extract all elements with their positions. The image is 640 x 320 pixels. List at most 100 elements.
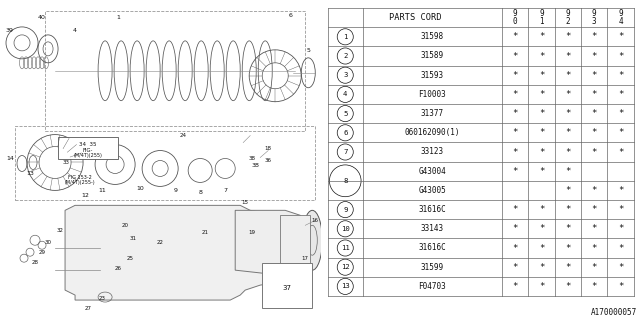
Text: *: * (513, 71, 518, 80)
Text: 31589: 31589 (421, 52, 444, 60)
Polygon shape (236, 210, 305, 275)
Text: *: * (591, 148, 597, 156)
Text: 12: 12 (341, 264, 349, 270)
Text: 38: 38 (252, 163, 259, 168)
Text: *: * (539, 263, 544, 272)
Text: *: * (565, 205, 570, 214)
Text: PARTS CORD: PARTS CORD (388, 13, 441, 22)
Bar (262, 263, 312, 308)
Text: *: * (539, 32, 544, 41)
Text: *: * (618, 109, 623, 118)
Text: 31599: 31599 (421, 263, 444, 272)
Text: 28: 28 (31, 260, 38, 265)
Text: *: * (618, 128, 623, 137)
Text: 16: 16 (312, 218, 319, 223)
Text: *: * (513, 224, 518, 233)
Text: 25: 25 (127, 256, 134, 261)
Text: 31616C: 31616C (419, 205, 446, 214)
Text: FIG-: FIG- (83, 148, 93, 153)
Text: *: * (591, 205, 597, 214)
Ellipse shape (258, 41, 272, 101)
Text: 7: 7 (343, 149, 348, 155)
Text: 26: 26 (115, 266, 122, 271)
Text: *: * (513, 32, 518, 41)
Bar (280, 215, 310, 265)
Text: 11: 11 (341, 245, 349, 251)
Text: 12: 12 (81, 193, 89, 198)
Text: G43004: G43004 (419, 167, 446, 176)
Text: *: * (565, 71, 570, 80)
Text: *: * (513, 128, 518, 137)
Text: 18: 18 (265, 146, 272, 151)
Text: FIG 153-2: FIG 153-2 (68, 175, 92, 180)
Text: *: * (618, 244, 623, 252)
Ellipse shape (302, 210, 323, 270)
Text: *: * (565, 52, 570, 60)
Text: G43005: G43005 (419, 186, 446, 195)
Text: F04703: F04703 (419, 282, 446, 291)
Text: *: * (618, 90, 623, 99)
Text: 39: 39 (6, 28, 14, 33)
Text: *: * (565, 90, 570, 99)
Text: 060162090(1): 060162090(1) (404, 128, 460, 137)
Text: *: * (618, 263, 623, 272)
Text: *: * (513, 167, 518, 176)
Ellipse shape (114, 41, 128, 101)
Text: 13: 13 (341, 284, 349, 289)
Text: 34  35: 34 35 (79, 142, 97, 147)
Text: *: * (539, 52, 544, 60)
Text: *: * (539, 244, 544, 252)
Text: 31377: 31377 (421, 109, 444, 118)
Text: *: * (513, 263, 518, 272)
Text: (M/4T)(255): (M/4T)(255) (74, 153, 102, 158)
Text: *: * (539, 148, 544, 156)
Ellipse shape (130, 41, 144, 101)
Text: *: * (513, 205, 518, 214)
Text: 2: 2 (343, 53, 348, 59)
Text: *: * (513, 148, 518, 156)
Text: *: * (591, 71, 597, 80)
Text: 31: 31 (130, 236, 136, 241)
Text: 5: 5 (343, 111, 348, 116)
Ellipse shape (98, 41, 112, 101)
Text: 32: 32 (56, 228, 63, 233)
Text: *: * (565, 244, 570, 252)
Ellipse shape (242, 41, 256, 101)
Text: *: * (565, 148, 570, 156)
Text: 31598: 31598 (421, 32, 444, 41)
Text: *: * (618, 205, 623, 214)
Text: 8: 8 (343, 178, 348, 184)
Text: 17: 17 (302, 256, 308, 261)
Text: *: * (618, 148, 623, 156)
Bar (58, 137, 118, 158)
Text: *: * (539, 282, 544, 291)
Text: 9
3: 9 3 (592, 9, 596, 26)
Text: *: * (539, 90, 544, 99)
Text: 4: 4 (343, 92, 348, 97)
Ellipse shape (178, 41, 192, 101)
Bar (15, 126, 316, 200)
Text: 33: 33 (63, 160, 70, 165)
Ellipse shape (226, 41, 240, 101)
Text: *: * (618, 186, 623, 195)
Text: *: * (565, 224, 570, 233)
Text: 8: 8 (198, 190, 202, 195)
Text: *: * (591, 186, 597, 195)
Text: *: * (539, 205, 544, 214)
Text: *: * (618, 224, 623, 233)
Text: 14: 14 (6, 156, 14, 161)
Text: 37: 37 (283, 285, 292, 291)
Text: *: * (565, 128, 570, 137)
Text: 19: 19 (249, 230, 256, 235)
Text: *: * (591, 282, 597, 291)
Text: F10003: F10003 (419, 90, 446, 99)
Text: 1: 1 (343, 34, 348, 40)
Text: *: * (565, 167, 570, 176)
Text: *: * (513, 282, 518, 291)
Text: 33143: 33143 (421, 224, 444, 233)
Text: 23: 23 (99, 296, 106, 300)
Text: *: * (618, 71, 623, 80)
Text: *: * (565, 263, 570, 272)
Text: 20: 20 (122, 223, 129, 228)
Text: 30: 30 (45, 240, 52, 245)
